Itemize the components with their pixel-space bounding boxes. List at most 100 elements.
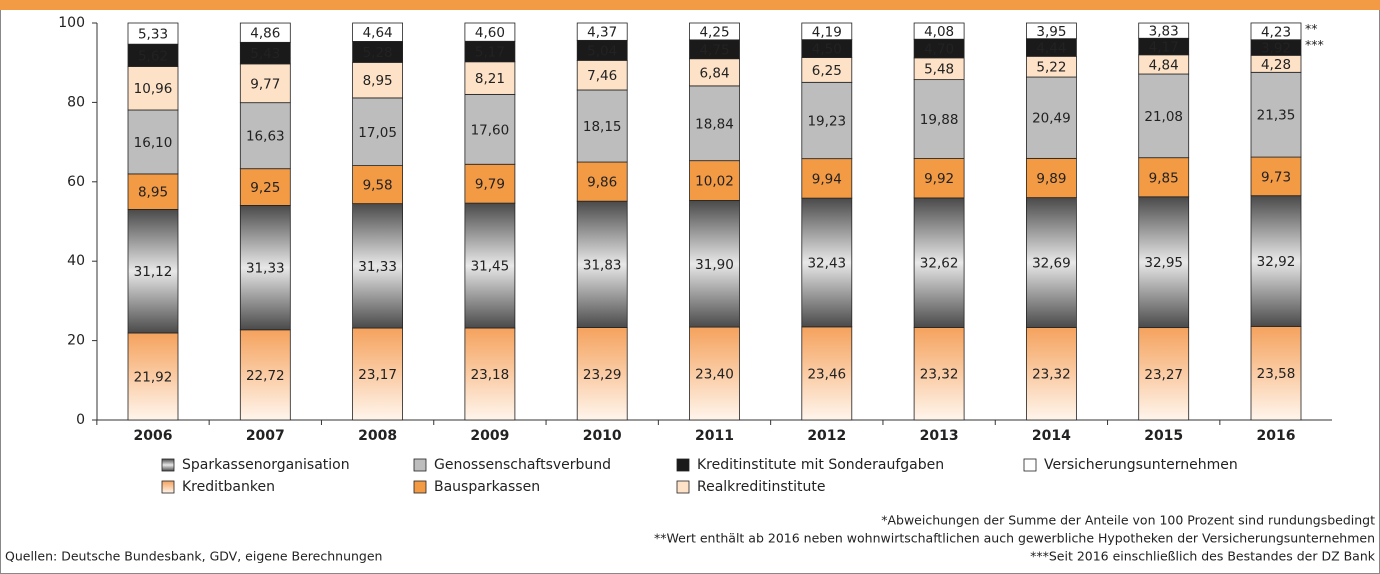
legend-swatch: [676, 480, 690, 494]
value-label: 23,17: [358, 367, 397, 383]
value-label: 32,69: [1032, 256, 1071, 272]
bar-segment: [1138, 22, 1190, 39]
y-tick-label: 0: [76, 412, 85, 428]
value-label: 31,90: [695, 257, 734, 273]
bar-segment: [689, 200, 740, 328]
value-label: 4,86: [250, 26, 280, 42]
value-label: 6,25: [812, 63, 842, 79]
y-tick-label: 60: [67, 174, 85, 190]
value-label: 31,33: [358, 259, 397, 275]
x-tick-label: 2011: [695, 428, 734, 444]
value-label: 21,92: [134, 369, 173, 385]
bar-segment: [239, 102, 291, 170]
bar-segment: [801, 197, 853, 328]
legend-label: Kreditinstitute mit Sonderaufgaben: [697, 457, 944, 473]
bar-segment: [1250, 71, 1302, 158]
value-label: 4,25: [699, 24, 729, 40]
y-tick-label: 20: [67, 333, 85, 349]
legend-label: Kreditbanken: [182, 479, 275, 495]
bar-segment: [576, 89, 628, 163]
value-label: 18,84: [695, 116, 734, 132]
bar-segment: [1026, 197, 1077, 328]
legend-swatch: [1023, 458, 1037, 472]
bar-segment: [689, 58, 740, 87]
value-label: 31,12: [134, 264, 173, 280]
x-tick-label: 2007: [246, 428, 285, 444]
footnote: **Wert enthält ab 2016 neben wohnwirtsch…: [654, 531, 1375, 546]
value-label: 21,08: [1144, 109, 1183, 125]
legend-swatch: [161, 458, 175, 472]
legend-label: Realkreditinstitute: [697, 479, 826, 495]
value-label: 10,96: [134, 81, 173, 97]
bar-segment: [1138, 73, 1190, 159]
value-label: 32,43: [807, 255, 846, 271]
value-label: 31,83: [583, 257, 622, 273]
value-label: 23,58: [1257, 366, 1296, 382]
value-label: 3,83: [1149, 24, 1179, 40]
bar-segment: [801, 81, 853, 160]
bar-segment: [576, 161, 628, 202]
bar-segment: [1138, 327, 1190, 421]
value-label: 4,17: [1149, 40, 1179, 56]
bar-segment: [464, 61, 516, 95]
y-tick-label: 80: [67, 94, 85, 110]
value-label: 31,33: [246, 261, 285, 277]
value-label: 5,62: [138, 48, 168, 64]
value-label: 4,64: [363, 25, 393, 41]
value-label: 19,23: [807, 113, 846, 129]
bar-segment: [1138, 157, 1190, 198]
value-label: 23,46: [807, 366, 846, 382]
value-label: 19,88: [920, 112, 959, 128]
bar-segment: [1026, 157, 1077, 199]
value-label: 4,75: [699, 42, 729, 58]
value-label: 8,95: [138, 185, 168, 201]
x-tick-label: 2013: [920, 428, 959, 444]
value-label: 17,60: [471, 122, 510, 138]
legend-swatch: [676, 458, 690, 472]
value-label: 10,02: [695, 174, 734, 190]
value-label: 4,08: [924, 24, 954, 40]
bar-segment: [576, 327, 628, 421]
bar-segment: [127, 332, 179, 421]
value-label: 4,84: [1149, 57, 1179, 73]
bar-segment: [464, 93, 516, 165]
value-label: 21,35: [1257, 108, 1296, 124]
value-label: 3,95: [1036, 24, 1066, 40]
value-label: 6,84: [699, 65, 729, 81]
annotation: ***: [1305, 37, 1324, 52]
bar-segment: [352, 327, 404, 421]
bar-segment: [913, 22, 965, 40]
footnote: *Abweichungen der Summe der Anteile von …: [881, 513, 1375, 528]
value-label: 9,86: [587, 175, 617, 191]
bar-segment: [464, 22, 516, 42]
value-label: 4,28: [1261, 57, 1291, 73]
value-label: 5,33: [138, 27, 168, 43]
x-tick-label: 2014: [1032, 428, 1071, 444]
value-label: 23,18: [471, 367, 510, 383]
value-label: 16,63: [246, 129, 285, 145]
bar-segment: [352, 22, 404, 42]
value-label: 8,95: [363, 73, 393, 89]
x-tick-label: 2016: [1257, 428, 1296, 444]
bar-segment: [239, 168, 291, 206]
bar-segment: [127, 66, 179, 111]
value-label: 23,32: [1032, 367, 1071, 383]
value-label: 5,48: [924, 62, 954, 78]
title-band: [0, 0, 1380, 10]
value-label: 9,73: [1261, 169, 1291, 185]
bar-segment: [801, 22, 853, 41]
bar-segment: [1138, 196, 1190, 329]
bar-segment: [576, 22, 628, 41]
value-label: 9,92: [924, 171, 954, 187]
bar-segment: [352, 97, 404, 167]
value-label: 3,92: [1261, 41, 1291, 57]
value-label: 4,23: [1261, 24, 1291, 40]
value-label: 23,40: [695, 367, 734, 383]
value-label: 32,62: [920, 256, 959, 272]
bar-segment: [464, 327, 516, 421]
bar-segment: [689, 22, 740, 41]
bar-segment: [689, 85, 740, 162]
bar-segment: [127, 209, 179, 334]
value-label: 32,92: [1257, 254, 1296, 270]
